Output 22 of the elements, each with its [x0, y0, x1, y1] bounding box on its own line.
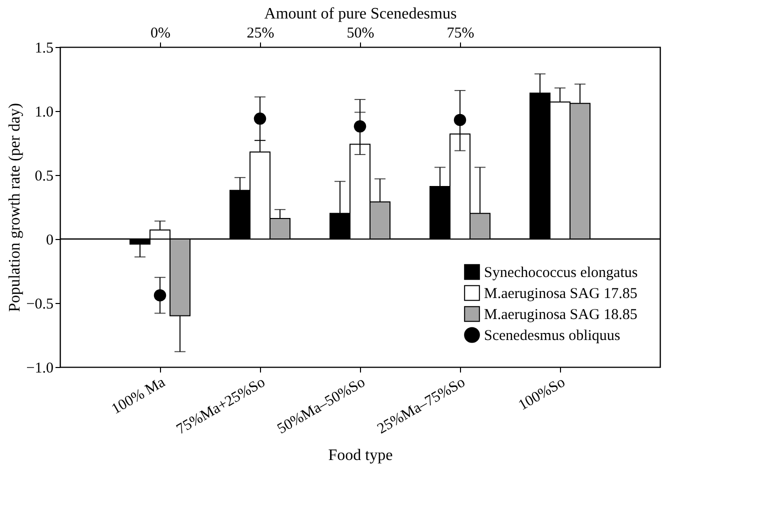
x2-tick-label: 75%: [446, 26, 474, 42]
point: [254, 112, 266, 125]
x-tick-label: 100% Ma: [109, 374, 168, 418]
x2-tick-label: 50%: [346, 26, 374, 42]
x2-axis-title: Amount of pure Scenedesmus: [264, 6, 457, 22]
point: [454, 114, 466, 126]
y-tick-label: −1.0: [26, 360, 54, 376]
y-tick-label: −0.5: [26, 296, 54, 312]
legend-label: Scenedesmus obliquus: [484, 328, 620, 344]
legend-label: Synechococcus elongatus: [484, 265, 638, 281]
legend-label: M.aeruginosa SAG 18.85: [484, 307, 638, 323]
y-tick-label: 1.5: [34, 40, 54, 56]
x-axis-title: Food type: [328, 447, 393, 464]
y-tick-label: 0: [46, 232, 54, 248]
y-tick-label: 0.5: [34, 168, 54, 184]
point: [154, 289, 166, 302]
y-tick-label: 1.0: [34, 104, 54, 120]
point: [354, 120, 366, 132]
x2-tick-label: 0%: [150, 26, 170, 42]
x2-tick-label: 25%: [246, 26, 274, 42]
y-axis-title: Population growth rate (per day): [6, 103, 24, 312]
legend-label: M.aeruginosa SAG 17.85: [484, 286, 638, 302]
